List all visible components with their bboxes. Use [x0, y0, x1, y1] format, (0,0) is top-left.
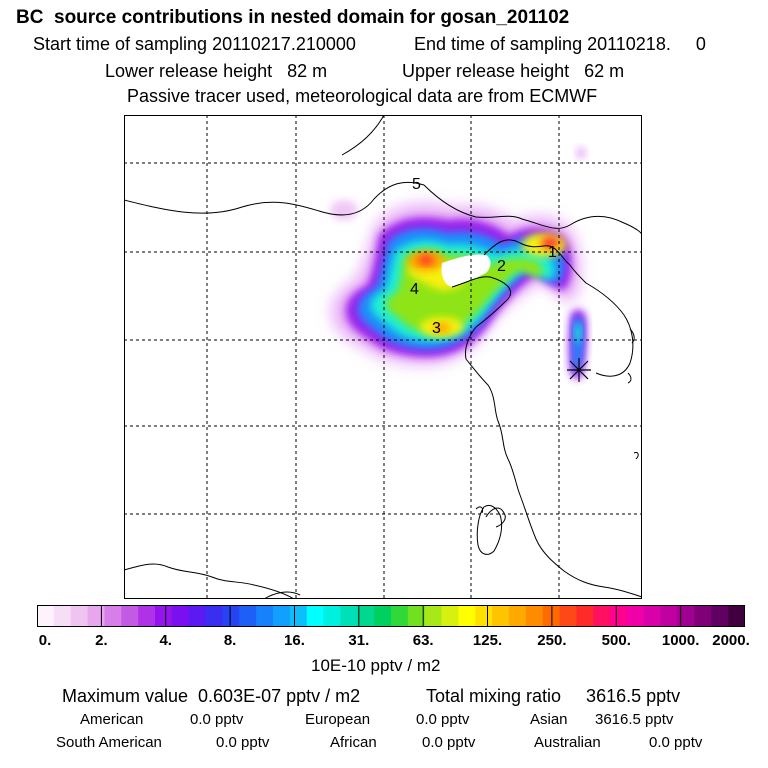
colorbar-cell	[509, 605, 527, 627]
region-australian-name: Australian	[534, 734, 601, 751]
colorbar-cell	[424, 605, 443, 627]
colorbar-cell	[458, 605, 476, 627]
maximum-value: Maximum value 0.603E-07 pptv / m2	[62, 686, 361, 706]
colorbar-cell	[205, 605, 224, 627]
plume-korea-cyan	[575, 323, 581, 343]
colorbar-cell	[593, 605, 611, 627]
map-frame	[124, 115, 642, 599]
region-american-name: American	[80, 711, 144, 728]
colorbar-cell	[627, 605, 645, 627]
region-asian-value: 3616.5 pptv	[595, 711, 674, 728]
coastlines	[124, 115, 642, 599]
lat-lon-grid	[124, 115, 642, 599]
lower-release-height: Lower release height 82 m	[105, 61, 328, 81]
plume-speck	[576, 147, 586, 159]
tracer-note: Passive tracer used, meteorological data…	[127, 86, 598, 106]
colorbar-cell	[155, 605, 173, 627]
colorbar-tick-label: 16.	[284, 632, 305, 649]
colorbar-frame	[37, 605, 745, 627]
sampling-start: Start time of sampling 20110217.210000	[33, 34, 356, 54]
region-south-american-name: South American	[56, 734, 162, 751]
region-african-name: African	[330, 734, 377, 751]
colorbar-cell	[256, 605, 274, 627]
colorbar-cell	[660, 605, 679, 627]
region-south-american-value: 0.0 pptv	[216, 734, 270, 751]
plume-core-4	[419, 255, 433, 265]
bohai-sea	[441, 254, 491, 287]
colorbar-cell	[610, 605, 628, 627]
colorbar-cell	[121, 605, 139, 627]
colorbar-cell	[525, 605, 544, 627]
colorbar-cell	[407, 605, 426, 627]
colorbar-cell	[53, 605, 72, 627]
region-european-value: 0.0 pptv	[416, 711, 470, 728]
colorbar-cells	[37, 605, 745, 627]
colorbar-cell	[171, 605, 190, 627]
colorbar-tick-label: 4.	[159, 632, 172, 649]
colorbar-cell	[643, 605, 662, 627]
colorbar-cell	[475, 605, 493, 627]
sampling-end: End time of sampling 20110218. 0	[414, 34, 706, 54]
colorbar-cell	[306, 605, 325, 627]
colorbar-cell	[728, 605, 745, 627]
colorbar-tick-label: 1000.	[661, 632, 700, 649]
colorbar-cell	[559, 605, 578, 627]
plume-orange-3	[434, 323, 450, 333]
upper-release-height: Upper release height 62 m	[402, 61, 625, 81]
colorbar-tick-label: 2000.	[712, 632, 750, 649]
colorbar-tick-label: 63.	[412, 632, 434, 649]
colorbar-tick-label: 0.	[38, 632, 52, 649]
colorbar-tick-label: 125.	[472, 632, 503, 649]
plume-speck-2	[330, 200, 358, 220]
region-african-value: 0.0 pptv	[422, 734, 476, 751]
source-label-1: 1	[548, 244, 557, 261]
colorbar	[37, 605, 745, 627]
colorbar-cell	[87, 605, 106, 627]
receptor-marker	[567, 358, 591, 382]
colorbar-tick-label: 31.	[348, 632, 370, 649]
source-label-2: 2	[497, 258, 506, 275]
colorbar-cell	[391, 605, 409, 627]
colorbar-cell	[340, 605, 358, 627]
colorbar-cell	[441, 605, 460, 627]
colorbar-tick-label: 250.	[537, 632, 567, 649]
colorbar-cell	[492, 605, 510, 627]
contribution-map: 1 2 3 4 5	[124, 115, 642, 599]
colorbar-tick-label: 2.	[95, 632, 108, 649]
colorbar-cell	[289, 605, 308, 627]
colorbar-cell	[138, 605, 156, 627]
colorbar-cell	[70, 605, 89, 627]
colorbar-cell	[374, 605, 392, 627]
chart-title: BC source contributions in nested domain…	[16, 7, 570, 28]
region-asian-name: Asian	[530, 711, 568, 728]
colorbar-cell	[323, 605, 342, 627]
source-label-4: 4	[410, 281, 419, 298]
colorbar-cell	[239, 605, 257, 627]
colorbar-cell	[677, 605, 696, 627]
colorbar-major-ticks	[100, 605, 682, 627]
region-australian-value: 0.0 pptv	[649, 734, 703, 751]
colorbar-cell	[188, 605, 207, 627]
colorbar-cell	[694, 605, 712, 627]
taiwan-outline	[476, 504, 503, 555]
colorbar-unit: 10E-10 pptv / m2	[311, 656, 441, 675]
colorbar-tick-label: 8.	[223, 632, 237, 649]
source-label-5: 5	[412, 176, 421, 193]
colorbar-cell	[711, 605, 729, 627]
colorbar-cell	[104, 605, 122, 627]
total-mixing-ratio: Total mixing ratio 3616.5 pptv	[426, 686, 681, 706]
colorbar-cell	[357, 605, 375, 627]
colorbar-cell	[576, 605, 594, 627]
region-american-value: 0.0 pptv	[190, 711, 244, 728]
colorbar-tick-label: 500.	[601, 632, 631, 649]
colorbar-cell	[222, 605, 240, 627]
colorbar-cell	[273, 605, 291, 627]
source-label-3: 3	[432, 320, 441, 337]
region-european-name: European	[305, 711, 371, 728]
colorbar-cell	[37, 605, 55, 627]
